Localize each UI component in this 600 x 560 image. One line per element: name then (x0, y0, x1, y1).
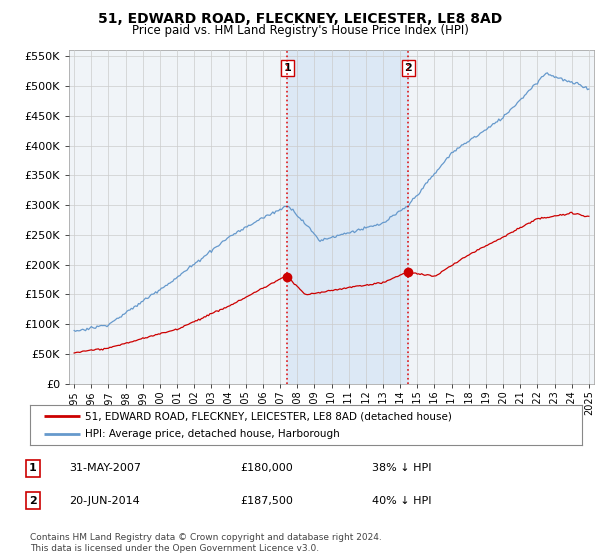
Text: 51, EDWARD ROAD, FLECKNEY, LEICESTER, LE8 8AD: 51, EDWARD ROAD, FLECKNEY, LEICESTER, LE… (98, 12, 502, 26)
Text: 38% ↓ HPI: 38% ↓ HPI (372, 463, 431, 473)
Text: £187,500: £187,500 (240, 496, 293, 506)
Bar (287, 50, 408, 384)
Text: 31-MAY-2007: 31-MAY-2007 (69, 463, 141, 473)
Text: 40% ↓ HPI: 40% ↓ HPI (372, 496, 431, 506)
Text: £180,000: £180,000 (240, 463, 293, 473)
Text: 1: 1 (283, 63, 291, 73)
Text: HPI: Average price, detached house, Harborough: HPI: Average price, detached house, Harb… (85, 429, 340, 439)
Text: Price paid vs. HM Land Registry's House Price Index (HPI): Price paid vs. HM Land Registry's House … (131, 24, 469, 36)
Text: 2: 2 (404, 63, 412, 73)
Text: 51, EDWARD ROAD, FLECKNEY, LEICESTER, LE8 8AD (detached house): 51, EDWARD ROAD, FLECKNEY, LEICESTER, LE… (85, 411, 452, 421)
Text: Contains HM Land Registry data © Crown copyright and database right 2024.
This d: Contains HM Land Registry data © Crown c… (30, 533, 382, 553)
Text: 20-JUN-2014: 20-JUN-2014 (69, 496, 140, 506)
Text: 1: 1 (29, 463, 37, 473)
Text: 2: 2 (29, 496, 37, 506)
